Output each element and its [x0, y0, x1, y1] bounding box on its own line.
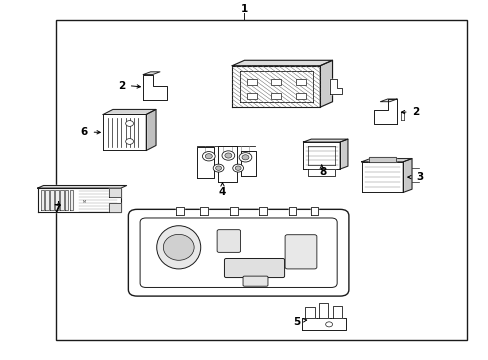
- Text: M: M: [82, 199, 85, 204]
- Polygon shape: [380, 99, 396, 102]
- Polygon shape: [368, 157, 395, 162]
- Polygon shape: [200, 207, 208, 215]
- Ellipse shape: [156, 226, 200, 269]
- Circle shape: [215, 166, 221, 170]
- Polygon shape: [143, 72, 160, 75]
- Polygon shape: [361, 158, 411, 162]
- Circle shape: [239, 153, 251, 162]
- Text: 1: 1: [241, 4, 247, 14]
- Polygon shape: [303, 139, 347, 142]
- Polygon shape: [329, 79, 342, 94]
- FancyBboxPatch shape: [128, 210, 348, 296]
- Text: 5: 5: [293, 317, 300, 327]
- Text: 7: 7: [53, 204, 61, 214]
- FancyBboxPatch shape: [224, 258, 284, 278]
- Polygon shape: [108, 188, 121, 197]
- Circle shape: [202, 152, 215, 161]
- Circle shape: [213, 164, 224, 172]
- Polygon shape: [217, 145, 237, 181]
- Circle shape: [125, 121, 133, 126]
- Polygon shape: [308, 169, 334, 176]
- Bar: [56, 20, 466, 340]
- Polygon shape: [229, 207, 237, 215]
- Bar: [271, 79, 281, 85]
- Ellipse shape: [163, 234, 194, 260]
- Polygon shape: [60, 190, 63, 210]
- FancyBboxPatch shape: [140, 218, 337, 287]
- Polygon shape: [288, 207, 296, 215]
- Text: 2: 2: [412, 107, 419, 117]
- Polygon shape: [103, 109, 156, 114]
- Polygon shape: [108, 203, 121, 211]
- Polygon shape: [232, 66, 320, 107]
- Polygon shape: [303, 142, 340, 169]
- Bar: [295, 94, 305, 99]
- Polygon shape: [41, 190, 44, 210]
- Polygon shape: [373, 99, 396, 124]
- Circle shape: [232, 164, 243, 172]
- Polygon shape: [196, 148, 213, 178]
- Circle shape: [242, 155, 248, 160]
- Polygon shape: [146, 109, 156, 150]
- Polygon shape: [402, 158, 411, 192]
- Polygon shape: [241, 151, 255, 176]
- Polygon shape: [340, 139, 347, 169]
- Bar: [246, 79, 256, 85]
- Bar: [271, 94, 281, 99]
- Text: 4: 4: [218, 186, 226, 197]
- Text: 8: 8: [319, 167, 325, 177]
- Polygon shape: [304, 307, 315, 318]
- Polygon shape: [65, 190, 68, 210]
- Text: 2: 2: [118, 81, 124, 91]
- Circle shape: [224, 153, 231, 158]
- FancyBboxPatch shape: [243, 276, 267, 286]
- Polygon shape: [38, 188, 121, 211]
- Polygon shape: [361, 162, 402, 192]
- Polygon shape: [143, 75, 166, 100]
- Circle shape: [325, 322, 332, 327]
- Polygon shape: [103, 114, 146, 150]
- Circle shape: [125, 139, 133, 144]
- Circle shape: [205, 154, 212, 159]
- Polygon shape: [70, 190, 73, 210]
- Text: 3: 3: [415, 172, 422, 182]
- FancyBboxPatch shape: [285, 235, 316, 269]
- Polygon shape: [259, 207, 266, 215]
- Polygon shape: [319, 303, 327, 318]
- Polygon shape: [38, 185, 126, 188]
- Circle shape: [235, 166, 241, 170]
- Polygon shape: [320, 60, 332, 107]
- Polygon shape: [232, 60, 332, 66]
- Polygon shape: [45, 190, 49, 210]
- Polygon shape: [302, 318, 346, 330]
- Polygon shape: [50, 190, 54, 210]
- Circle shape: [222, 151, 234, 160]
- Bar: [295, 79, 305, 85]
- Bar: [246, 94, 256, 99]
- Text: 6: 6: [81, 127, 87, 137]
- Polygon shape: [310, 207, 318, 215]
- Polygon shape: [176, 207, 183, 215]
- Polygon shape: [332, 306, 342, 318]
- FancyBboxPatch shape: [217, 230, 240, 252]
- Polygon shape: [55, 190, 59, 210]
